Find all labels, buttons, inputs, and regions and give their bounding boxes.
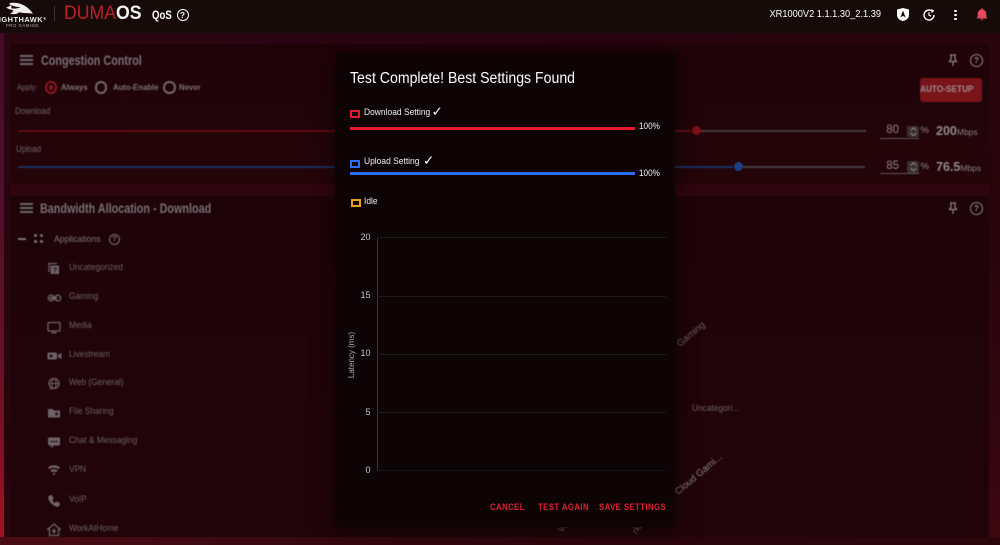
svg-text:?: ? [53, 265, 58, 274]
